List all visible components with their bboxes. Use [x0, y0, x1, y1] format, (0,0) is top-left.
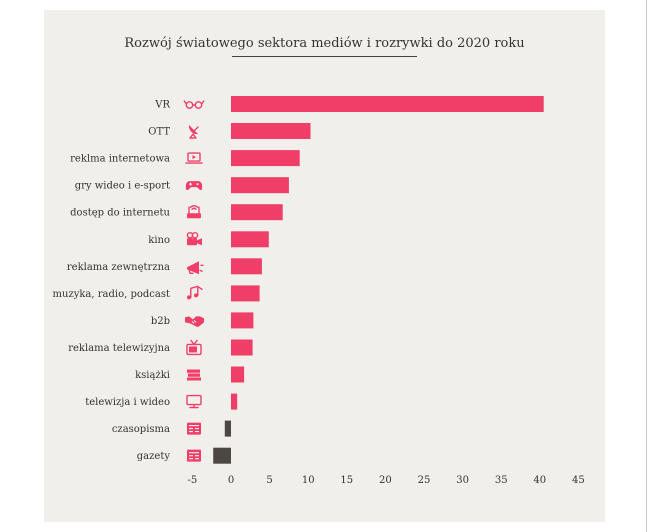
category-label: b2b [151, 316, 170, 327]
x-tick-label: 25 [418, 475, 431, 486]
x-tick-label: 10 [302, 475, 315, 486]
bar [231, 312, 254, 329]
bar [231, 123, 311, 139]
bar [224, 420, 231, 437]
router-icon [187, 205, 201, 219]
chart-card: Rozwój światowego sektora mediów i rozry… [44, 10, 605, 522]
chart-title: Rozwój światowego sektora mediów i rozry… [124, 36, 525, 51]
x-tick-label: 35 [495, 475, 508, 486]
music-notes-icon [187, 285, 203, 300]
books-icon [187, 369, 201, 381]
vr-glasses-icon [183, 100, 205, 109]
x-tick-label: 45 [572, 475, 585, 486]
category-label: dostęp do internetu [70, 208, 170, 219]
category-label: gry wideo i e-sport [75, 181, 170, 192]
x-tick-label: 40 [533, 475, 546, 486]
film-camera-icon [186, 231, 202, 246]
x-tick-label: 30 [456, 475, 469, 486]
bar [231, 96, 544, 112]
category-label: telewizja i wideo [85, 397, 170, 408]
category-label: czasopisma [112, 424, 170, 435]
bar [231, 150, 300, 167]
newspaper-icon [187, 449, 201, 462]
category-label: reklma internetowa [70, 154, 170, 165]
window-edge [646, 0, 647, 532]
bar [231, 231, 269, 248]
category-label: OTT [148, 127, 170, 138]
bar [231, 258, 262, 275]
bar [213, 447, 231, 464]
handshake-icon [185, 316, 204, 327]
megaphone-icon [187, 261, 204, 275]
category-label: gazety [137, 451, 171, 462]
x-tick-label: -5 [188, 475, 198, 486]
category-label: reklama telewizyjna [68, 343, 170, 354]
bar [231, 204, 283, 221]
bar [231, 366, 245, 383]
tv-antenna-icon [186, 339, 202, 356]
x-tick-label: 5 [266, 475, 272, 486]
bar [231, 393, 238, 410]
laptop-play-icon [185, 152, 203, 164]
gamepad-icon [185, 181, 203, 191]
bar [231, 177, 289, 194]
category-label: książki [135, 370, 170, 381]
monitor-icon [186, 394, 202, 409]
category-label: reklama zewnętrzna [67, 262, 170, 273]
x-tick-label: 15 [340, 475, 353, 486]
satellite-dish-icon [188, 125, 199, 139]
category-label: kino [148, 235, 170, 246]
x-tick-label: 20 [379, 475, 392, 486]
title-underline [232, 56, 417, 57]
x-tick-label: 0 [228, 475, 234, 486]
bar [231, 339, 253, 356]
category-label: VR [154, 100, 170, 111]
category-label: muzyka, radio, podcast [53, 289, 170, 300]
bar [231, 285, 260, 302]
magazine-icon [187, 422, 201, 435]
bar-chart: VR OTT reklma internetowa gry wideo i e-spo… [53, 96, 585, 486]
